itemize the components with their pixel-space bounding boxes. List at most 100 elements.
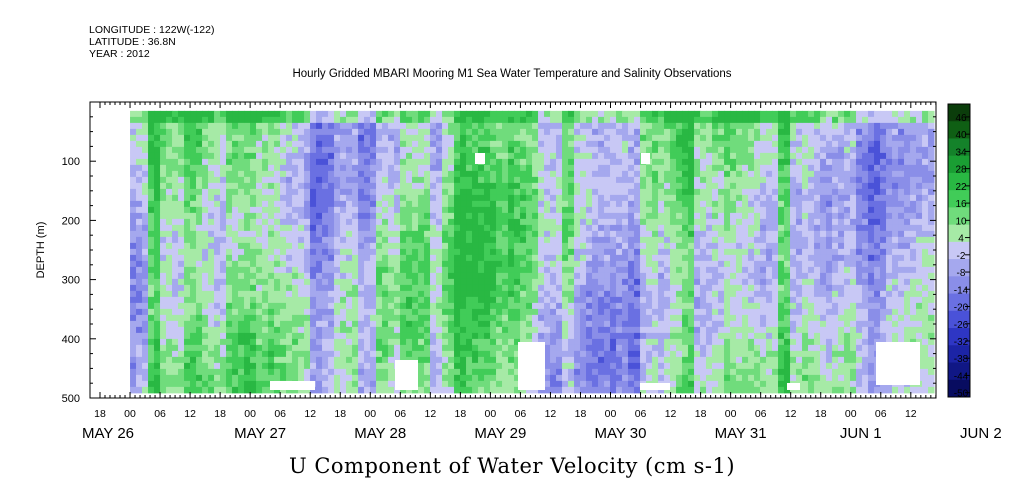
heatmap-cell <box>142 338 149 346</box>
heatmap-cell <box>628 188 635 196</box>
heatmap-cell <box>394 200 401 208</box>
heatmap-cell <box>298 212 305 220</box>
heatmap-cell <box>760 164 767 172</box>
heatmap-cell <box>226 284 233 292</box>
heatmap-cell <box>214 296 221 304</box>
heatmap-cell <box>346 110 353 118</box>
heatmap-cell <box>148 242 155 250</box>
heatmap-cell <box>316 158 323 166</box>
heatmap-cell <box>658 140 665 148</box>
heatmap-cell <box>718 374 725 382</box>
heatmap-cell <box>718 230 725 238</box>
heatmap-cell <box>256 140 263 148</box>
heatmap-cell <box>760 296 767 304</box>
heatmap-cell <box>286 236 293 244</box>
heatmap-cell <box>478 380 485 388</box>
heatmap-cell <box>682 302 689 310</box>
heatmap-cell <box>256 194 263 202</box>
heatmap-cell <box>610 362 617 370</box>
heatmap-cell <box>160 152 167 160</box>
heatmap-cell <box>760 374 767 382</box>
heatmap-cell <box>346 302 353 310</box>
heatmap-cell <box>304 314 311 322</box>
heatmap-cell <box>544 200 551 208</box>
heatmap-cell <box>742 344 749 352</box>
heatmap-cell <box>688 320 695 328</box>
heatmap-cell <box>394 266 401 274</box>
heatmap-cell <box>700 326 707 334</box>
heatmap-cell <box>526 260 533 268</box>
heatmap-cell <box>226 140 233 148</box>
heatmap-cell <box>394 152 401 160</box>
heatmap-cell <box>268 272 275 280</box>
heatmap-cell <box>574 368 581 376</box>
heatmap-cell <box>250 272 257 280</box>
heatmap-cell <box>694 314 701 322</box>
heatmap-cell <box>508 380 515 388</box>
heatmap-cell <box>370 158 377 166</box>
heatmap-cell <box>676 212 683 220</box>
heatmap-cell <box>730 212 737 220</box>
heatmap-cell <box>262 380 269 388</box>
heatmap-cell <box>562 212 569 220</box>
heatmap-cell <box>610 254 617 262</box>
heatmap-cell <box>454 194 461 202</box>
heatmap-cell <box>232 314 239 322</box>
heatmap-cell <box>184 176 191 184</box>
heatmap-cell <box>454 290 461 298</box>
heatmap-cell <box>286 296 293 304</box>
heatmap-cell <box>760 320 767 328</box>
heatmap-cell <box>664 326 671 334</box>
heatmap-cell <box>364 314 371 322</box>
heatmap-cell <box>226 362 233 370</box>
heatmap-cell <box>478 182 485 190</box>
heatmap-cell <box>286 350 293 358</box>
heatmap-cell <box>364 206 371 214</box>
heatmap-cell <box>688 218 695 226</box>
heatmap-cell <box>424 338 431 346</box>
heatmap-cell <box>604 212 611 220</box>
heatmap-cell <box>544 212 551 220</box>
heatmap-cell <box>556 176 563 184</box>
heatmap-cell <box>238 122 245 130</box>
heatmap-cell <box>550 260 557 268</box>
heatmap-cell <box>688 146 695 154</box>
heatmap-cell <box>238 194 245 202</box>
heatmap-cell <box>208 134 215 142</box>
heatmap-cell <box>634 236 641 244</box>
heatmap-cell <box>532 212 539 220</box>
heatmap-cell <box>190 308 197 316</box>
heatmap-cell <box>286 194 293 202</box>
heatmap-cell <box>352 218 359 226</box>
heatmap-cell <box>652 338 659 346</box>
heatmap-cell <box>208 242 215 250</box>
heatmap-cell <box>412 182 419 190</box>
heatmap-cell <box>670 140 677 148</box>
heatmap-cell <box>196 110 203 118</box>
heatmap-cell <box>250 284 257 292</box>
heatmap-cell <box>760 254 767 262</box>
heatmap-cell <box>358 164 365 172</box>
heatmap-cell <box>670 128 677 136</box>
heatmap-cell <box>268 326 275 334</box>
heatmap-cell <box>388 254 395 262</box>
heatmap-cell <box>274 338 281 346</box>
heatmap-cell <box>652 368 659 376</box>
heatmap-cell <box>232 146 239 154</box>
heatmap-cell <box>454 332 461 340</box>
heatmap-cell <box>478 200 485 208</box>
heatmap-cell <box>376 338 383 346</box>
heatmap-cell <box>304 356 311 364</box>
heatmap-cell <box>202 116 209 124</box>
heatmap-cell <box>316 320 323 328</box>
heatmap-cell <box>364 182 371 190</box>
heatmap-cell <box>316 248 323 256</box>
heatmap-cell <box>700 242 707 250</box>
heatmap-cell <box>760 332 767 340</box>
heatmap-cell <box>190 332 197 340</box>
heatmap-cell <box>454 266 461 274</box>
heatmap-cell <box>286 260 293 268</box>
heatmap-cell <box>676 242 683 250</box>
heatmap-cell <box>262 164 269 172</box>
heatmap-cell <box>616 140 623 148</box>
